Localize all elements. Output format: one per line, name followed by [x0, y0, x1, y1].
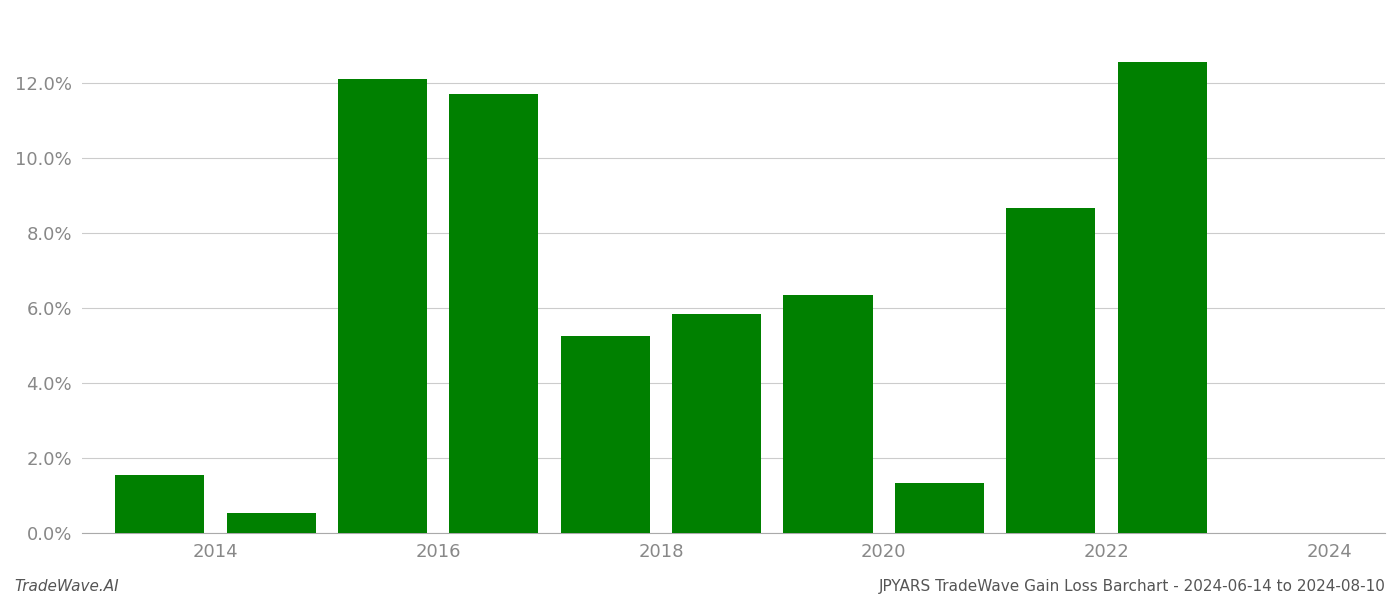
Bar: [337, 79, 427, 533]
Bar: [672, 314, 762, 533]
Bar: [1007, 208, 1095, 533]
Text: JPYARS TradeWave Gain Loss Barchart - 2024-06-14 to 2024-08-10: JPYARS TradeWave Gain Loss Barchart - 20…: [879, 579, 1386, 594]
Bar: [115, 475, 204, 533]
Bar: [784, 295, 872, 533]
Bar: [1117, 62, 1207, 533]
Bar: [895, 482, 984, 533]
Bar: [561, 336, 650, 533]
Text: TradeWave.AI: TradeWave.AI: [14, 579, 119, 594]
Bar: [449, 94, 539, 533]
Bar: [227, 512, 315, 533]
